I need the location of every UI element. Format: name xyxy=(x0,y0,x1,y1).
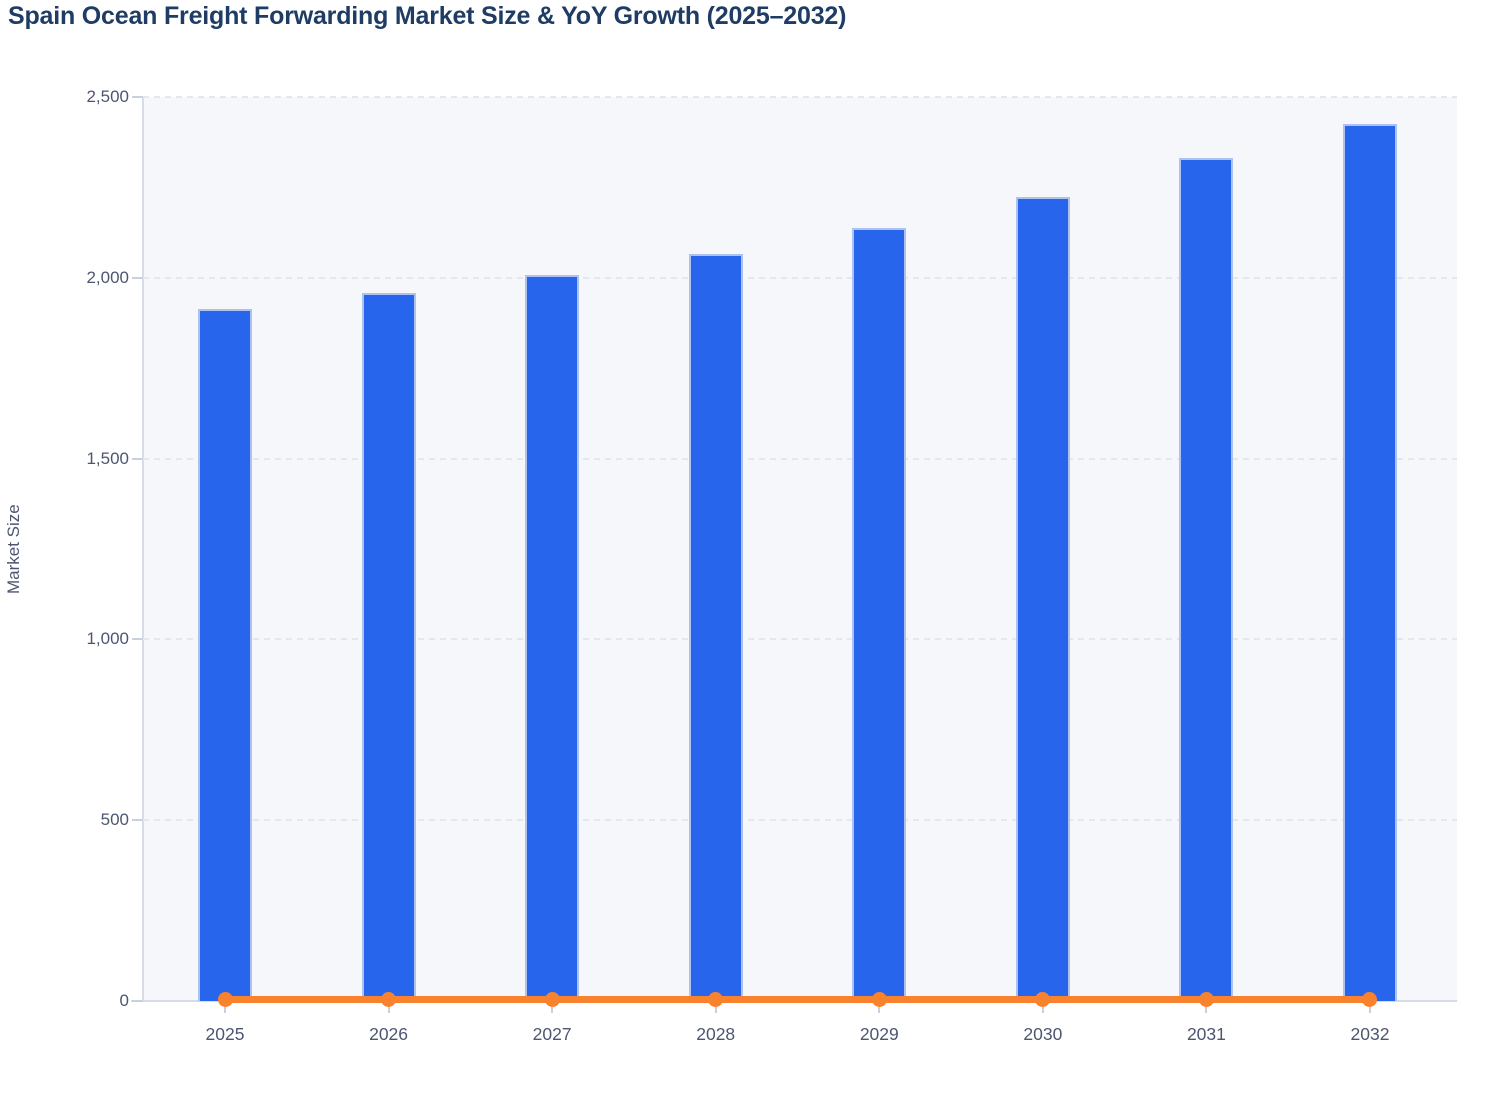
x-axis-tick-label: 2027 xyxy=(532,1024,572,1044)
y-axis-tick xyxy=(132,96,143,98)
gridline-2,500 xyxy=(143,96,1457,98)
x-axis-tick xyxy=(387,1001,390,1013)
bar-2032[interactable] xyxy=(1342,123,1397,1001)
gridline-500 xyxy=(143,819,1457,822)
x-axis-tick-label: 2032 xyxy=(1350,1024,1390,1044)
x-axis-tick xyxy=(878,1001,881,1013)
yoy-marker-2031[interactable] xyxy=(1198,992,1214,1007)
y-axis-tick xyxy=(132,276,143,279)
x-axis-tick-label: 2026 xyxy=(369,1024,409,1044)
yoy-marker-2027[interactable] xyxy=(544,992,560,1007)
y-axis-tick xyxy=(132,819,143,822)
bar-2030[interactable] xyxy=(1015,196,1070,1001)
x-axis-tick-label: 2028 xyxy=(696,1024,736,1044)
bar-2026[interactable] xyxy=(361,293,416,1001)
gridline-1,500 xyxy=(143,457,1457,460)
bar-2031[interactable] xyxy=(1179,157,1234,1001)
x-axis-tick xyxy=(1368,1001,1371,1013)
x-axis-tick xyxy=(551,1001,554,1013)
x-axis-tick xyxy=(224,1001,226,1013)
y-axis-tick-label: 1,500 xyxy=(86,448,129,468)
gridline-1,000 xyxy=(143,638,1457,641)
yoy-marker-2030[interactable] xyxy=(1035,992,1051,1007)
y-axis-tick-label: 0 xyxy=(119,991,129,1010)
y-axis-tick-label: 500 xyxy=(100,810,129,830)
y-axis-line xyxy=(142,97,144,1001)
yoy-marker-2028[interactable] xyxy=(708,992,724,1007)
y-axis-tick-label: 1,000 xyxy=(86,629,129,649)
plot-area: 0 500 1,000 1,500 2,000 2,500 2025 2026 2027 2028… xyxy=(86,87,1457,1044)
yoy-growth-line xyxy=(225,996,1370,1003)
bar-2029[interactable] xyxy=(852,228,907,1001)
yoy-marker-2029[interactable] xyxy=(871,992,887,1007)
x-axis-tick-label: 2031 xyxy=(1186,1024,1226,1044)
yoy-marker-2025[interactable] xyxy=(217,992,233,1007)
y-axis-tick-label: 2,500 xyxy=(86,87,129,106)
yoy-marker-2026[interactable] xyxy=(381,992,397,1007)
y-axis-tick-label: 2,000 xyxy=(86,267,129,287)
gridline-2,000 xyxy=(143,276,1457,279)
x-axis-tick xyxy=(1041,1001,1044,1013)
y-axis-tick xyxy=(132,457,143,460)
bar-2027[interactable] xyxy=(525,274,580,1001)
y-axis-tick xyxy=(132,638,143,641)
x-axis-tick xyxy=(1205,1001,1208,1013)
x-axis-tick xyxy=(714,1001,717,1013)
bar-2028[interactable] xyxy=(688,253,743,1001)
y-axis-title: Market Size xyxy=(4,504,23,594)
bar-2025[interactable] xyxy=(198,308,252,1001)
x-axis-tick-label: 2029 xyxy=(859,1024,899,1044)
x-axis-tick-label: 2030 xyxy=(1023,1024,1063,1044)
chart-title: Spain Ocean Freight Forwarding Market Si… xyxy=(8,2,847,30)
yoy-marker-2032[interactable] xyxy=(1362,992,1378,1007)
x-axis-tick-label: 2025 xyxy=(205,1024,245,1044)
y-axis-tick xyxy=(132,1000,143,1002)
